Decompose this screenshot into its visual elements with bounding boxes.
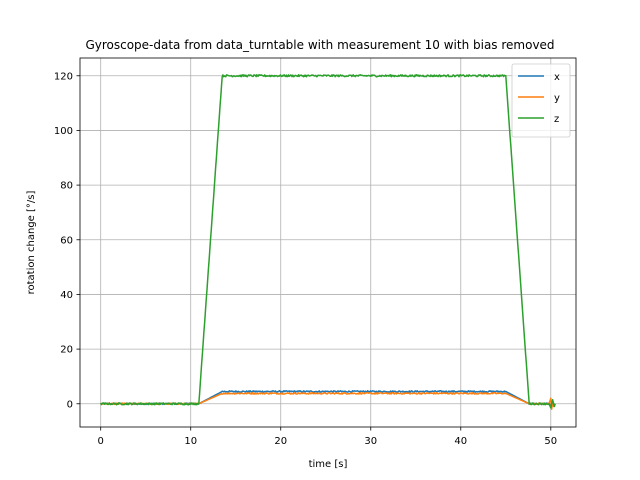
axes-frame: [79, 57, 577, 428]
x-tick-label: 10: [184, 436, 197, 447]
grid: [80, 58, 576, 427]
legend-label-z: z: [554, 114, 559, 125]
x-tick-label: 50: [544, 436, 557, 447]
series-line-z: [100, 74, 556, 409]
y-tick-label: 100: [54, 126, 73, 137]
y-tick-label: 120: [54, 71, 73, 82]
legend: xyz: [511, 63, 571, 138]
y-tick-label: 80: [60, 181, 73, 192]
y-tick-label: 20: [60, 345, 73, 356]
x-tick-label: 20: [274, 436, 287, 447]
chart-title: Gyroscope-data from data_turntable with …: [85, 38, 554, 52]
y-tick-label: 60: [60, 235, 73, 246]
x-axis-label: time [s]: [309, 459, 348, 470]
y-tick-label: 40: [60, 290, 73, 301]
series-layer: [100, 74, 556, 410]
legend-label-x: x: [554, 72, 560, 83]
legend-label-y: y: [554, 93, 560, 104]
y-axis-label: rotation change [°/s]: [26, 191, 37, 295]
legend-box: [511, 63, 571, 138]
x-tick-label: 30: [364, 436, 377, 447]
ticks: 0 10 20 30 40 50 0 20 40 60 80 100 120: [54, 71, 557, 447]
x-tick-label: 0: [98, 436, 104, 447]
x-tick-label: 40: [454, 436, 467, 447]
y-tick-label: 0: [67, 399, 73, 410]
